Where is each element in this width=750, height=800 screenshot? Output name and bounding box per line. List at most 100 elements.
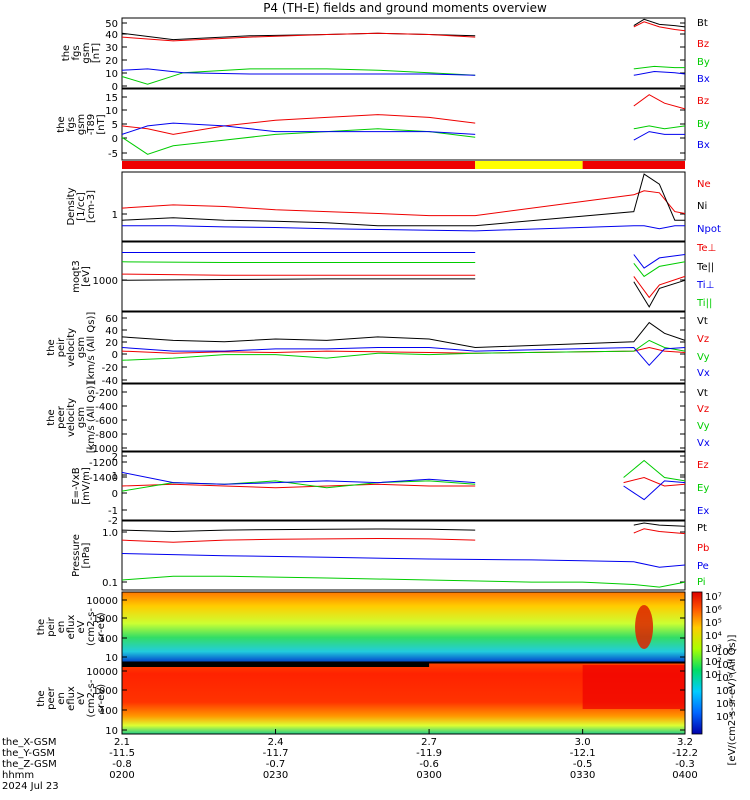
y-tick-label: 0: [112, 489, 118, 500]
panel-frame: [121, 451, 686, 521]
colorbar-tick-label: 10⁶: [716, 673, 733, 684]
y-axis-label-line: fgs: [71, 45, 82, 60]
y-axis-label-line: the: [46, 339, 57, 355]
series-line-Vz: [121, 346, 686, 354]
y-tick-label: -800: [95, 430, 118, 441]
legend-entry: Vx: [697, 368, 710, 379]
legend-entry: Te⊥: [696, 243, 716, 254]
y-tick-label: 10: [105, 726, 118, 737]
figure-title: P4 (TH-E) fields and ground moments over…: [263, 1, 547, 15]
y-axis-label-line: fgs: [66, 117, 77, 132]
series-line-Te||: [633, 279, 686, 308]
y-tick-label: 10000: [86, 596, 118, 607]
y-tick-label: -20: [102, 363, 118, 374]
y-tick-label: 0: [112, 134, 118, 145]
y-axis-label-line: [nT]: [91, 43, 102, 63]
mode-bar-segment: [122, 161, 476, 169]
series-line-Ti⊥: [633, 254, 686, 269]
y-axis-label-line: eV: [76, 692, 87, 705]
y-tick-label: 50: [105, 19, 118, 30]
y-tick-label: 0.1: [102, 578, 118, 589]
y-tick-label: 5: [112, 120, 118, 131]
footer-row-value: -11.7: [263, 748, 289, 759]
y-axis-label-line: Density: [66, 187, 77, 225]
legend-entry: Pi: [697, 577, 706, 588]
legend-entry: Ey: [697, 483, 709, 494]
y-axis-label-line: the: [36, 619, 47, 635]
series-line-By: [633, 65, 685, 70]
footer-row-value: 3.0: [575, 737, 591, 748]
y-axis-label-line: the: [46, 409, 57, 425]
y-tick-label: -600: [95, 416, 118, 427]
panel-frame: [121, 591, 686, 663]
y-axis-label-line: [cm-3]: [86, 190, 97, 223]
series-line-Ez: [623, 476, 686, 487]
y-tick-label: 1: [112, 210, 118, 221]
colorbar: [691, 591, 703, 735]
series-line-Pe: [121, 553, 686, 568]
spectrogram-feature: [635, 605, 654, 649]
y-axis-label-line: gsm: [76, 114, 87, 135]
y-axis-label-line: peir: [46, 616, 57, 636]
panel-frame: [121, 383, 686, 452]
footer-row-value: -0.6: [419, 759, 439, 770]
panel-frame: [121, 662, 686, 735]
series-line-Bz: [633, 94, 686, 110]
y-axis-label-line: [km/s (All Qs)]: [86, 382, 97, 454]
colorbar-tick-label: 10⁶: [705, 605, 722, 616]
series-line-Bx: [121, 122, 476, 135]
y-tick-label: -5: [108, 149, 118, 160]
series-line-Pb: [121, 537, 476, 543]
y-tick-label: -1000: [89, 444, 118, 455]
series-line-Npot: [122, 225, 685, 232]
legend-entry: Bx: [697, 140, 710, 151]
mode-bar-segment: [582, 161, 685, 169]
y-axis-label-line: en: [56, 621, 67, 634]
legend-entry: Pt: [697, 523, 707, 534]
y-tick-label: 0: [112, 350, 118, 361]
series-line-Ni: [121, 173, 685, 227]
y-axis-label-line: moqt3: [71, 260, 82, 293]
y-axis-label-line: peer: [46, 686, 57, 710]
series-line-By: [121, 68, 476, 85]
series-line-Bz: [633, 21, 686, 32]
y-axis-label-line: gsm: [76, 407, 87, 428]
footer-row-label: the_X-GSM: [2, 737, 56, 748]
colorbar-tick-label: 10⁴: [716, 699, 733, 710]
y-axis-label-line: the: [56, 116, 67, 132]
series-line-Bt: [633, 18, 686, 28]
series-line-Bz: [121, 32, 476, 42]
series-line-Vy: [121, 339, 686, 361]
series-line-Ey: [623, 459, 686, 482]
series-line-Bx: [121, 68, 476, 76]
legend-entry: Vz: [697, 334, 709, 345]
legend-entry: Bz: [697, 39, 709, 50]
colorbar-tick-label: 10⁵: [705, 618, 722, 629]
legend-entry: Vt: [697, 388, 708, 399]
y-axis-label-line: eV: [76, 620, 87, 633]
footer-row-value: 2.4: [268, 737, 284, 748]
footer-row-value: -12.2: [672, 748, 698, 759]
series-line-Bx: [633, 70, 686, 76]
y-axis-label-line: the: [61, 45, 72, 61]
y-axis-label-line: [1/cc]: [76, 192, 87, 221]
footer-row-value: 0300: [416, 770, 441, 781]
colorbar-tick-label: 10⁵: [716, 686, 733, 697]
y-tick-label: 10: [105, 69, 118, 80]
y-axis-label-line: sr-eV): [96, 612, 107, 641]
footer-row-value: 2.7: [421, 737, 437, 748]
legend-entry: By: [697, 119, 710, 130]
y-tick-label: -2: [108, 516, 118, 527]
y-axis-label-line: (cm2-s-: [86, 608, 97, 646]
y-tick-label: 60: [105, 314, 118, 325]
legend-entry: Ex: [697, 506, 709, 517]
footer-row-value: 0400: [672, 770, 697, 781]
y-axis-label-line: Pressure: [71, 534, 82, 577]
y-axis-label-line: the: [36, 690, 47, 706]
footer-row-value: -0.5: [573, 759, 593, 770]
footer-row-value: 3.2: [677, 737, 693, 748]
y-tick-label: 1000: [93, 686, 118, 697]
mode-bar-segment: [475, 161, 583, 169]
y-axis-label-line: [eV]: [81, 266, 92, 287]
y-tick-label: 30: [105, 43, 118, 54]
